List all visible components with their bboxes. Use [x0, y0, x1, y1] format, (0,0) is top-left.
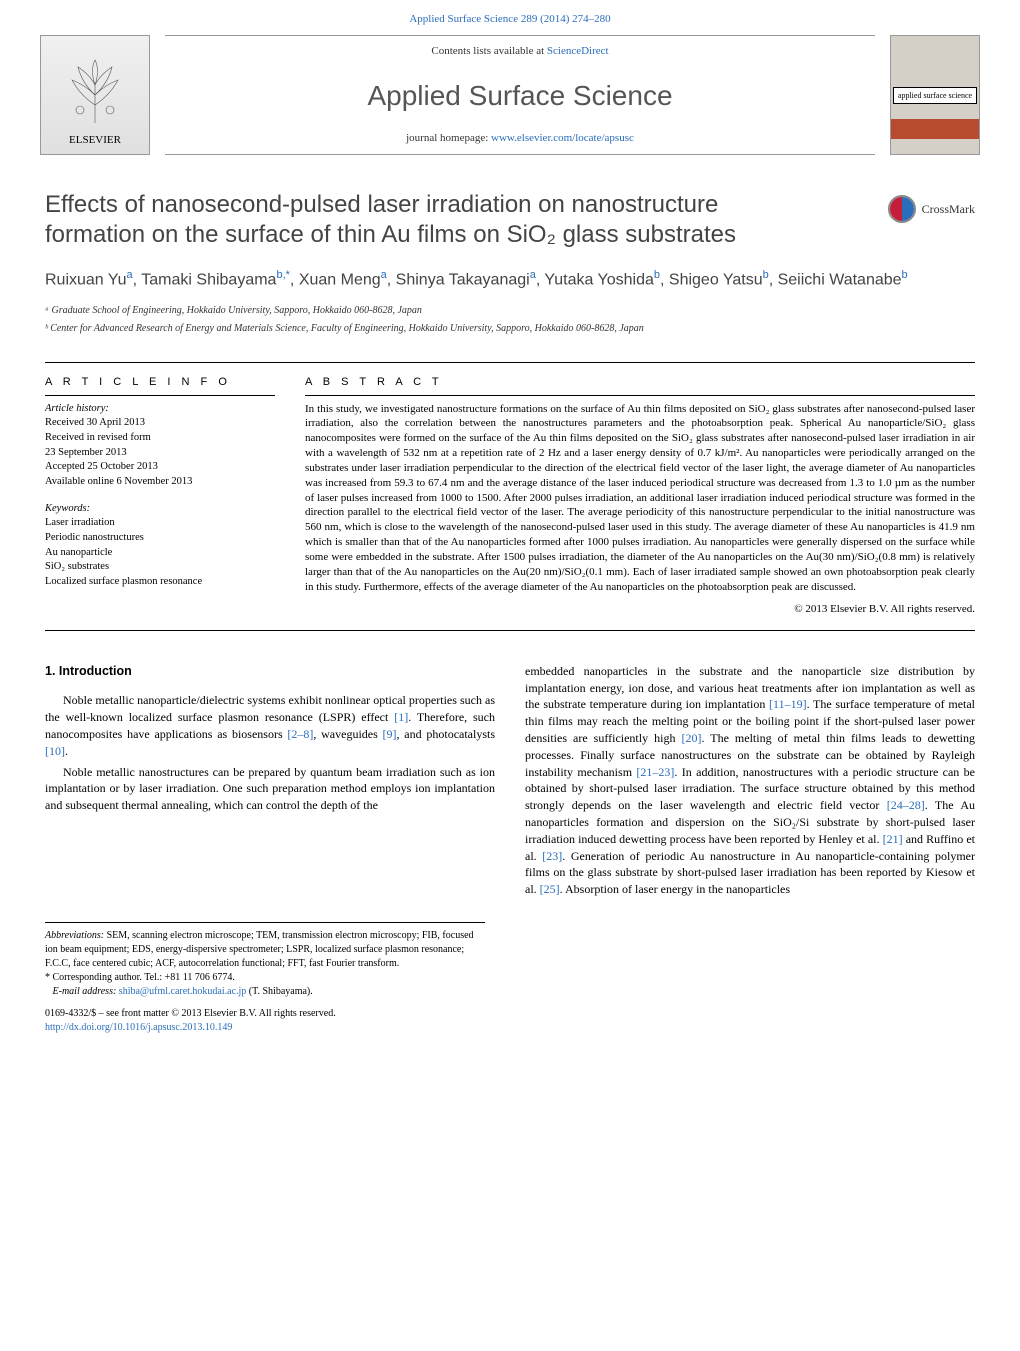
rule-bottom: [45, 630, 975, 631]
issn-line: 0169-4332/$ – see front matter © 2013 El…: [45, 1007, 975, 1021]
history-block: Article history: Received 30 April 2013 …: [45, 402, 275, 490]
article-info-heading: A R T I C L E I N F O: [45, 375, 275, 395]
title-line2: formation on the surface of thin Au film…: [45, 221, 736, 248]
elsevier-label: ELSEVIER: [69, 133, 121, 148]
footnotes: Abbreviations: SEM, scanning electron mi…: [45, 922, 485, 999]
title-line1: Effects of nanosecond-pulsed laser irrad…: [45, 191, 718, 218]
journal-cover-thumb[interactable]: applied surface science: [890, 35, 980, 155]
rule-top: [45, 362, 975, 363]
keyword: Localized surface plasmon resonance: [45, 575, 275, 590]
contents-list: Contents lists available at ScienceDirec…: [165, 44, 875, 59]
keyword: Periodic nanostructures: [45, 531, 275, 546]
paragraph: embedded nanoparticles in the substrate …: [525, 663, 975, 898]
history-line: 23 September 2013: [45, 446, 275, 461]
affiliation-a: ᵃ Graduate School of Engineering, Hokkai…: [45, 304, 975, 318]
affiliation-b: ᵇ Center for Advanced Research of Energy…: [45, 322, 975, 336]
column-left: 1. Introduction Noble metallic nanoparti…: [45, 663, 495, 902]
history-line: Available online 6 November 2013: [45, 475, 275, 490]
journal-title: Applied Surface Science: [165, 76, 875, 115]
elsevier-tree-icon: [60, 55, 130, 133]
homepage-prefix: journal homepage:: [406, 132, 491, 144]
crossmark-label: CrossMark: [922, 201, 975, 218]
journal-header: ELSEVIER Contents lists available at Sci…: [0, 35, 1020, 155]
info-abstract-row: A R T I C L E I N F O Article history: R…: [0, 375, 1020, 618]
crossmark-icon: [888, 195, 916, 223]
journal-homepage: journal homepage: www.elsevier.com/locat…: [165, 131, 875, 146]
sciencedirect-link[interactable]: ScienceDirect: [547, 45, 609, 57]
email-line: E-mail address: shiba@ufml.caret.hokudai…: [45, 985, 485, 999]
section-heading-intro: 1. Introduction: [45, 663, 495, 681]
history-line: Received in revised form: [45, 431, 275, 446]
abstract-text: In this study, we investigated nanostruc…: [305, 402, 975, 595]
author-list: Ruixuan Yua, Tamaki Shibayamab,*, Xuan M…: [45, 268, 975, 292]
abstract-heading: A B S T R A C T: [305, 375, 975, 395]
history-line: Received 30 April 2013: [45, 416, 275, 431]
header-center: Contents lists available at ScienceDirec…: [165, 35, 875, 155]
abstract-copyright: © 2013 Elsevier B.V. All rights reserved…: [305, 602, 975, 617]
contents-prefix: Contents lists available at: [431, 45, 546, 57]
history-label: Article history:: [45, 402, 275, 417]
cover-label: applied surface science: [893, 87, 977, 104]
elsevier-logo[interactable]: ELSEVIER: [40, 35, 150, 155]
article-header: CrossMark Effects of nanosecond-pulsed l…: [0, 165, 1020, 350]
abbr-text: SEM, scanning electron microscope; TEM, …: [45, 930, 474, 969]
abstract-block: A B S T R A C T In this study, we invest…: [305, 375, 975, 618]
keywords-block: Keywords: Laser irradiation Periodic nan…: [45, 502, 275, 590]
keyword: SiO₂ substrates: [45, 560, 275, 575]
body-columns: 1. Introduction Noble metallic nanoparti…: [0, 643, 1020, 902]
citation-link[interactable]: Applied Surface Science 289 (2014) 274–2…: [0, 0, 1020, 35]
corresponding-author: * Corresponding author. Tel.: +81 11 706…: [45, 971, 485, 985]
bottom-meta: 0169-4332/$ – see front matter © 2013 El…: [0, 999, 1020, 1055]
article-title: Effects of nanosecond-pulsed laser irrad…: [45, 190, 805, 250]
article-info: A R T I C L E I N F O Article history: R…: [45, 375, 275, 618]
email-suffix: (T. Shibayama).: [246, 986, 312, 997]
paragraph: Noble metallic nanoparticle/dielectric s…: [45, 692, 495, 759]
history-line: Accepted 25 October 2013: [45, 460, 275, 475]
homepage-link[interactable]: www.elsevier.com/locate/apsusc: [491, 132, 634, 144]
email-link[interactable]: shiba@ufml.caret.hokudai.ac.jp: [119, 986, 247, 997]
abbr-label: Abbreviations:: [45, 930, 104, 941]
cover-band: [891, 119, 979, 139]
keyword: Laser irradiation: [45, 516, 275, 531]
email-label: E-mail address:: [53, 986, 119, 997]
doi-link[interactable]: http://dx.doi.org/10.1016/j.apsusc.2013.…: [45, 1022, 232, 1033]
crossmark-badge[interactable]: CrossMark: [888, 195, 975, 223]
column-right: embedded nanoparticles in the substrate …: [525, 663, 975, 902]
keyword: Au nanoparticle: [45, 546, 275, 561]
abbreviations: Abbreviations: SEM, scanning electron mi…: [45, 929, 485, 971]
keywords-label: Keywords:: [45, 502, 275, 517]
paragraph: Noble metallic nanostructures can be pre…: [45, 764, 495, 814]
